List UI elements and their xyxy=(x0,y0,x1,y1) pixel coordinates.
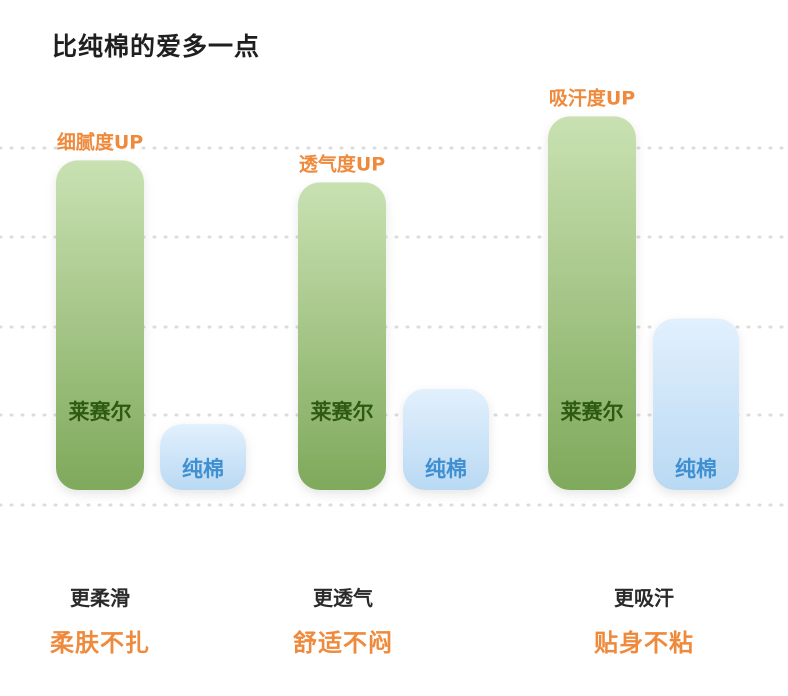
bars xyxy=(56,116,739,491)
bar-lyocell xyxy=(548,116,636,490)
bar-cotton xyxy=(160,424,246,490)
caption-group: 更透气 舒适不闷 xyxy=(243,582,443,658)
bar-annotation: 透气度UP xyxy=(299,152,385,175)
bar-label-cotton: 纯棉 xyxy=(425,457,467,481)
chart-title: 比纯棉的爱多一点 xyxy=(52,32,261,61)
bar-annotation: 细腻度UP xyxy=(57,130,143,153)
caption-heading: 更柔滑 xyxy=(70,586,130,610)
caption-benefit: 舒适不闷 xyxy=(293,629,393,657)
bar-label-lyocell: 莱赛尔 xyxy=(561,400,624,424)
bar-cotton xyxy=(403,388,489,490)
bar-lyocell xyxy=(56,160,144,491)
bar-lyocell xyxy=(298,182,386,491)
bar-label-cotton: 纯棉 xyxy=(182,457,224,481)
bar-label-lyocell: 莱赛尔 xyxy=(311,400,374,424)
caption-heading: 更透气 xyxy=(313,586,373,610)
caption-group: 更柔滑 柔肤不扎 xyxy=(0,582,200,658)
caption-heading: 更吸汗 xyxy=(614,586,674,610)
bar-annotation: 吸汗度UP xyxy=(549,86,635,109)
bar-label-cotton: 纯棉 xyxy=(675,457,717,481)
caption-benefit: 贴身不粘 xyxy=(594,629,694,657)
bar-label-lyocell: 莱赛尔 xyxy=(69,400,132,424)
caption-group: 更吸汗 贴身不粘 xyxy=(544,582,744,658)
caption-benefit: 柔肤不扎 xyxy=(50,629,150,657)
bar-cotton xyxy=(653,318,739,490)
